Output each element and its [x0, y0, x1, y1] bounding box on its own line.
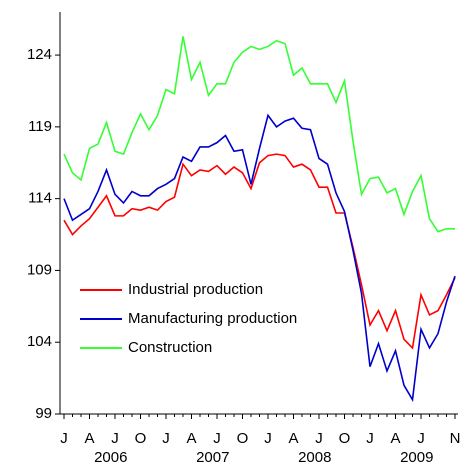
y-tick-label: 99 [35, 405, 52, 422]
x-tick-label: J [417, 430, 425, 447]
x-tick-label: J [213, 430, 221, 447]
x-tick-label: J [366, 430, 374, 447]
x-tick-label: J [315, 430, 323, 447]
x-tick-label: A [186, 430, 196, 447]
x-tick-label: A [84, 430, 94, 447]
y-tick-label: 104 [27, 333, 52, 350]
year-label: 2008 [298, 449, 331, 466]
x-tick-label: J [60, 430, 68, 447]
x-tick-label: O [339, 430, 351, 447]
line-series [63, 113, 456, 403]
x-tick-label: J [111, 430, 119, 447]
y-tick-label: 109 [27, 261, 52, 278]
year-label: 2009 [400, 449, 433, 466]
y-tick-label: 119 [28, 118, 52, 135]
x-tick-label: A [288, 430, 298, 447]
line-series [63, 153, 456, 350]
legend-label: Construction [128, 339, 212, 356]
x-tick-label: N [450, 430, 461, 447]
x-tick-label: O [135, 430, 147, 447]
line-series [63, 36, 455, 233]
x-tick-label: J [162, 430, 170, 447]
x-tick-label: O [237, 430, 249, 447]
y-tick-label: 124 [27, 46, 52, 63]
x-tick-label: J [264, 430, 272, 447]
y-tick-label: 114 [28, 190, 52, 207]
x-tick-label: A [390, 430, 400, 447]
year-label: 2007 [196, 449, 229, 466]
legend-label: Manufacturing production [128, 310, 297, 327]
legend-label: Industrial production [128, 281, 263, 298]
year-label: 2006 [94, 449, 127, 466]
